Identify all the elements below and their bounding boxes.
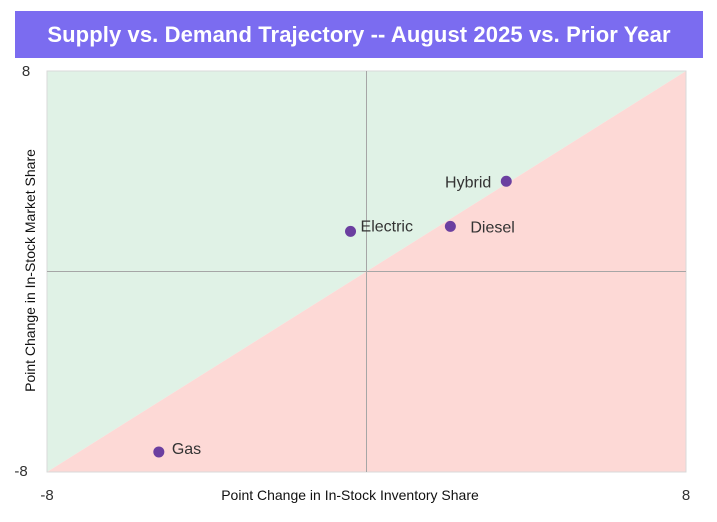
data-point-hybrid	[500, 175, 512, 187]
chart-title: Supply vs. Demand Trajectory -- August 2…	[15, 11, 703, 58]
y-axis-title: Point Change in In-Stock Market Share	[22, 149, 38, 392]
data-point-gas	[153, 446, 165, 458]
data-label-hybrid: Hybrid	[445, 174, 491, 191]
data-point-electric	[345, 225, 357, 237]
x-axis-title: Point Change in In-Stock Inventory Share	[221, 487, 479, 503]
x-tick-max: 8	[682, 487, 690, 504]
chart-title-text: Supply vs. Demand Trajectory -- August 2…	[47, 21, 671, 47]
y-tick-min: -8	[14, 463, 27, 480]
data-label-diesel: Diesel	[470, 219, 514, 236]
data-label-electric: Electric	[361, 218, 413, 235]
data-point-diesel	[444, 220, 456, 232]
data-label-gas: Gas	[172, 441, 201, 458]
data-points: Hybrid Electric Diesel Gas	[153, 174, 515, 458]
x-tick-min: -8	[40, 487, 53, 504]
y-tick-max: 8	[22, 63, 30, 80]
